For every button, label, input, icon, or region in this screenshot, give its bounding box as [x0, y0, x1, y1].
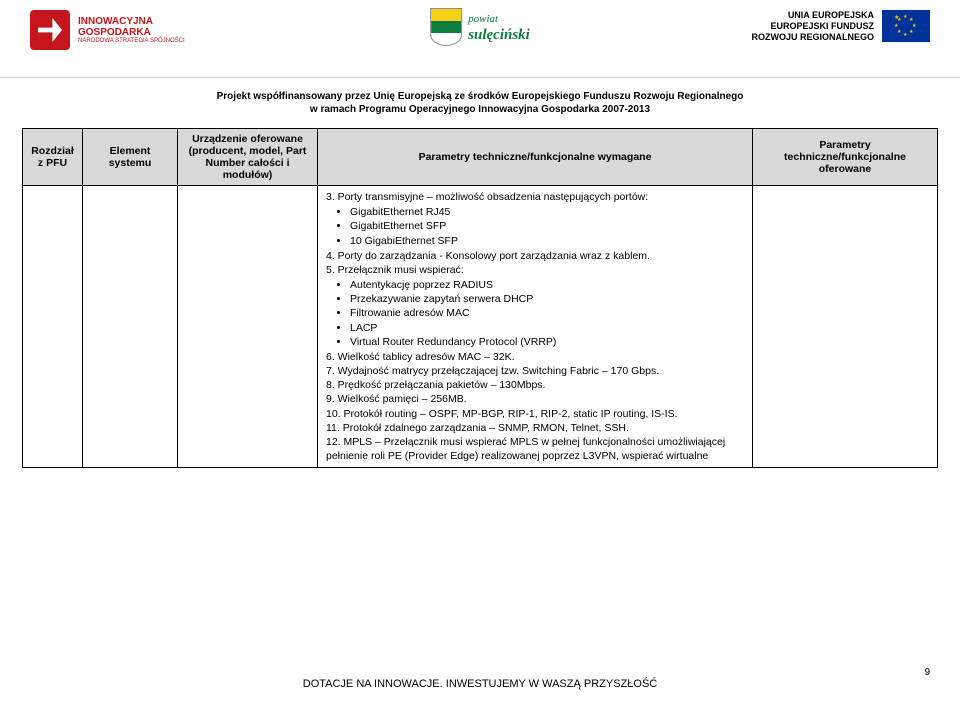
logo-left-line2: GOSPODARKA: [78, 27, 185, 38]
logo-right-line2: EUROPEJSKI FUNDUSZ: [751, 21, 874, 32]
item-3: 3. Porty transmisyjne – możliwość obsadz…: [326, 190, 744, 204]
arrow-icon: [30, 10, 70, 50]
logo-innowacyjna: INNOWACYJNA GOSPODARKA NARODOWA STRATEGI…: [30, 10, 185, 50]
item-11: 11. Protokół zdalnego zarządzania – SNMP…: [326, 421, 744, 435]
item-3-b1: GigabitEthernet RJ45: [350, 205, 744, 219]
project-title-line1: Projekt współfinansowany przez Unię Euro…: [0, 90, 960, 103]
logo-right-text: UNIA EUROPEJSKA EUROPEJSKI FUNDUSZ ROZWO…: [751, 10, 874, 42]
page-footer: DOTACJE NA INNOWACJE. INWESTUJEMY W WASZ…: [0, 678, 960, 690]
th-rozdzial: Rozdział z PFU: [23, 129, 83, 186]
th-element: Element systemu: [83, 129, 178, 186]
table-row: 3. Porty transmisyjne – możliwość obsadz…: [23, 186, 938, 468]
item-5-b2: Przekazywanie zapytań serwera DHCP: [350, 292, 744, 306]
item-7: 7. Wydajność matrycy przełączającej tzw.…: [326, 364, 744, 378]
item-3-list: GigabitEthernet RJ45 GigabitEthernet SFP…: [326, 205, 744, 248]
page-number: 9: [924, 667, 930, 678]
item-3-b3: 10 GigabiEthernet SFP: [350, 234, 744, 248]
cell-element: [83, 186, 178, 468]
eu-flag-icon: ★ ★ ★ ★ ★ ★ ★ ★: [882, 10, 930, 42]
item-4: 4. Porty do zarządzania - Konsolowy port…: [326, 249, 744, 263]
logo-right-line3: ROZWOJU REGIONALNEGO: [751, 32, 874, 43]
logo-right-line1: UNIA EUROPEJSKA: [751, 10, 874, 21]
item-12: 12. MPLS – Przełącznik musi wspierać MPL…: [326, 435, 744, 463]
th-urzadzenie: Urządzenie oferowane (producent, model, …: [178, 129, 318, 186]
table-header-row: Rozdział z PFU Element systemu Urządzeni…: [23, 129, 938, 186]
spec-table-wrap: Rozdział z PFU Element systemu Urządzeni…: [22, 128, 938, 468]
item-5-b1: Autentykację poprzez RADIUS: [350, 278, 744, 292]
item-5-list: Autentykację poprzez RADIUS Przekazywani…: [326, 278, 744, 349]
logo-eu: UNIA EUROPEJSKA EUROPEJSKI FUNDUSZ ROZWO…: [751, 10, 930, 42]
page-header: INNOWACYJNA GOSPODARKA NARODOWA STRATEGI…: [0, 0, 960, 78]
project-title-line2: w ramach Programu Operacyjnego Innowacyj…: [0, 103, 960, 116]
logo-left-line3: NARODOWA STRATEGIA SPÓJNOŚCI: [78, 38, 185, 45]
logo-center-prefix: powiat: [468, 13, 498, 25]
item-5: 5. Przełącznik musi wspierać:: [326, 263, 744, 277]
item-10: 10. Protokół routing – OSPF, MP-BGP, RIP…: [326, 407, 744, 421]
item-3-b2: GigabitEthernet SFP: [350, 219, 744, 233]
item-6: 6. Wielkość tablicy adresów MAC – 32K.: [326, 350, 744, 364]
cell-oferowane: [753, 186, 938, 468]
logo-left-line1: INNOWACYJNA: [78, 16, 185, 27]
logo-center-name: sulęciński: [468, 27, 530, 43]
item-9: 9. Wielkość pamięci – 256MB.: [326, 392, 744, 406]
logo-powiat: powiat sulęciński: [430, 8, 530, 46]
logo-center-text: powiat sulęciński: [468, 10, 530, 44]
shield-icon: [430, 8, 462, 46]
cell-urzadzenie: [178, 186, 318, 468]
item-5-b3: Filtrowanie adresów MAC: [350, 306, 744, 320]
logo-left-text: INNOWACYJNA GOSPODARKA NARODOWA STRATEGI…: [78, 16, 185, 45]
th-oferowane: Parametry techniczne/funkcjonalne oferow…: [753, 129, 938, 186]
project-title: Projekt współfinansowany przez Unię Euro…: [0, 90, 960, 116]
item-5-b5: Virtual Router Redundancy Protocol (VRRP…: [350, 335, 744, 349]
th-wymagane: Parametry techniczne/funkcjonalne wymaga…: [318, 129, 753, 186]
item-5-b4: LACP: [350, 321, 744, 335]
cell-wymagane: 3. Porty transmisyjne – możliwość obsadz…: [318, 186, 753, 468]
item-8: 8. Prędkość przełączania pakietów – 130M…: [326, 378, 744, 392]
spec-table: Rozdział z PFU Element systemu Urządzeni…: [22, 128, 938, 468]
cell-rozdzial: [23, 186, 83, 468]
